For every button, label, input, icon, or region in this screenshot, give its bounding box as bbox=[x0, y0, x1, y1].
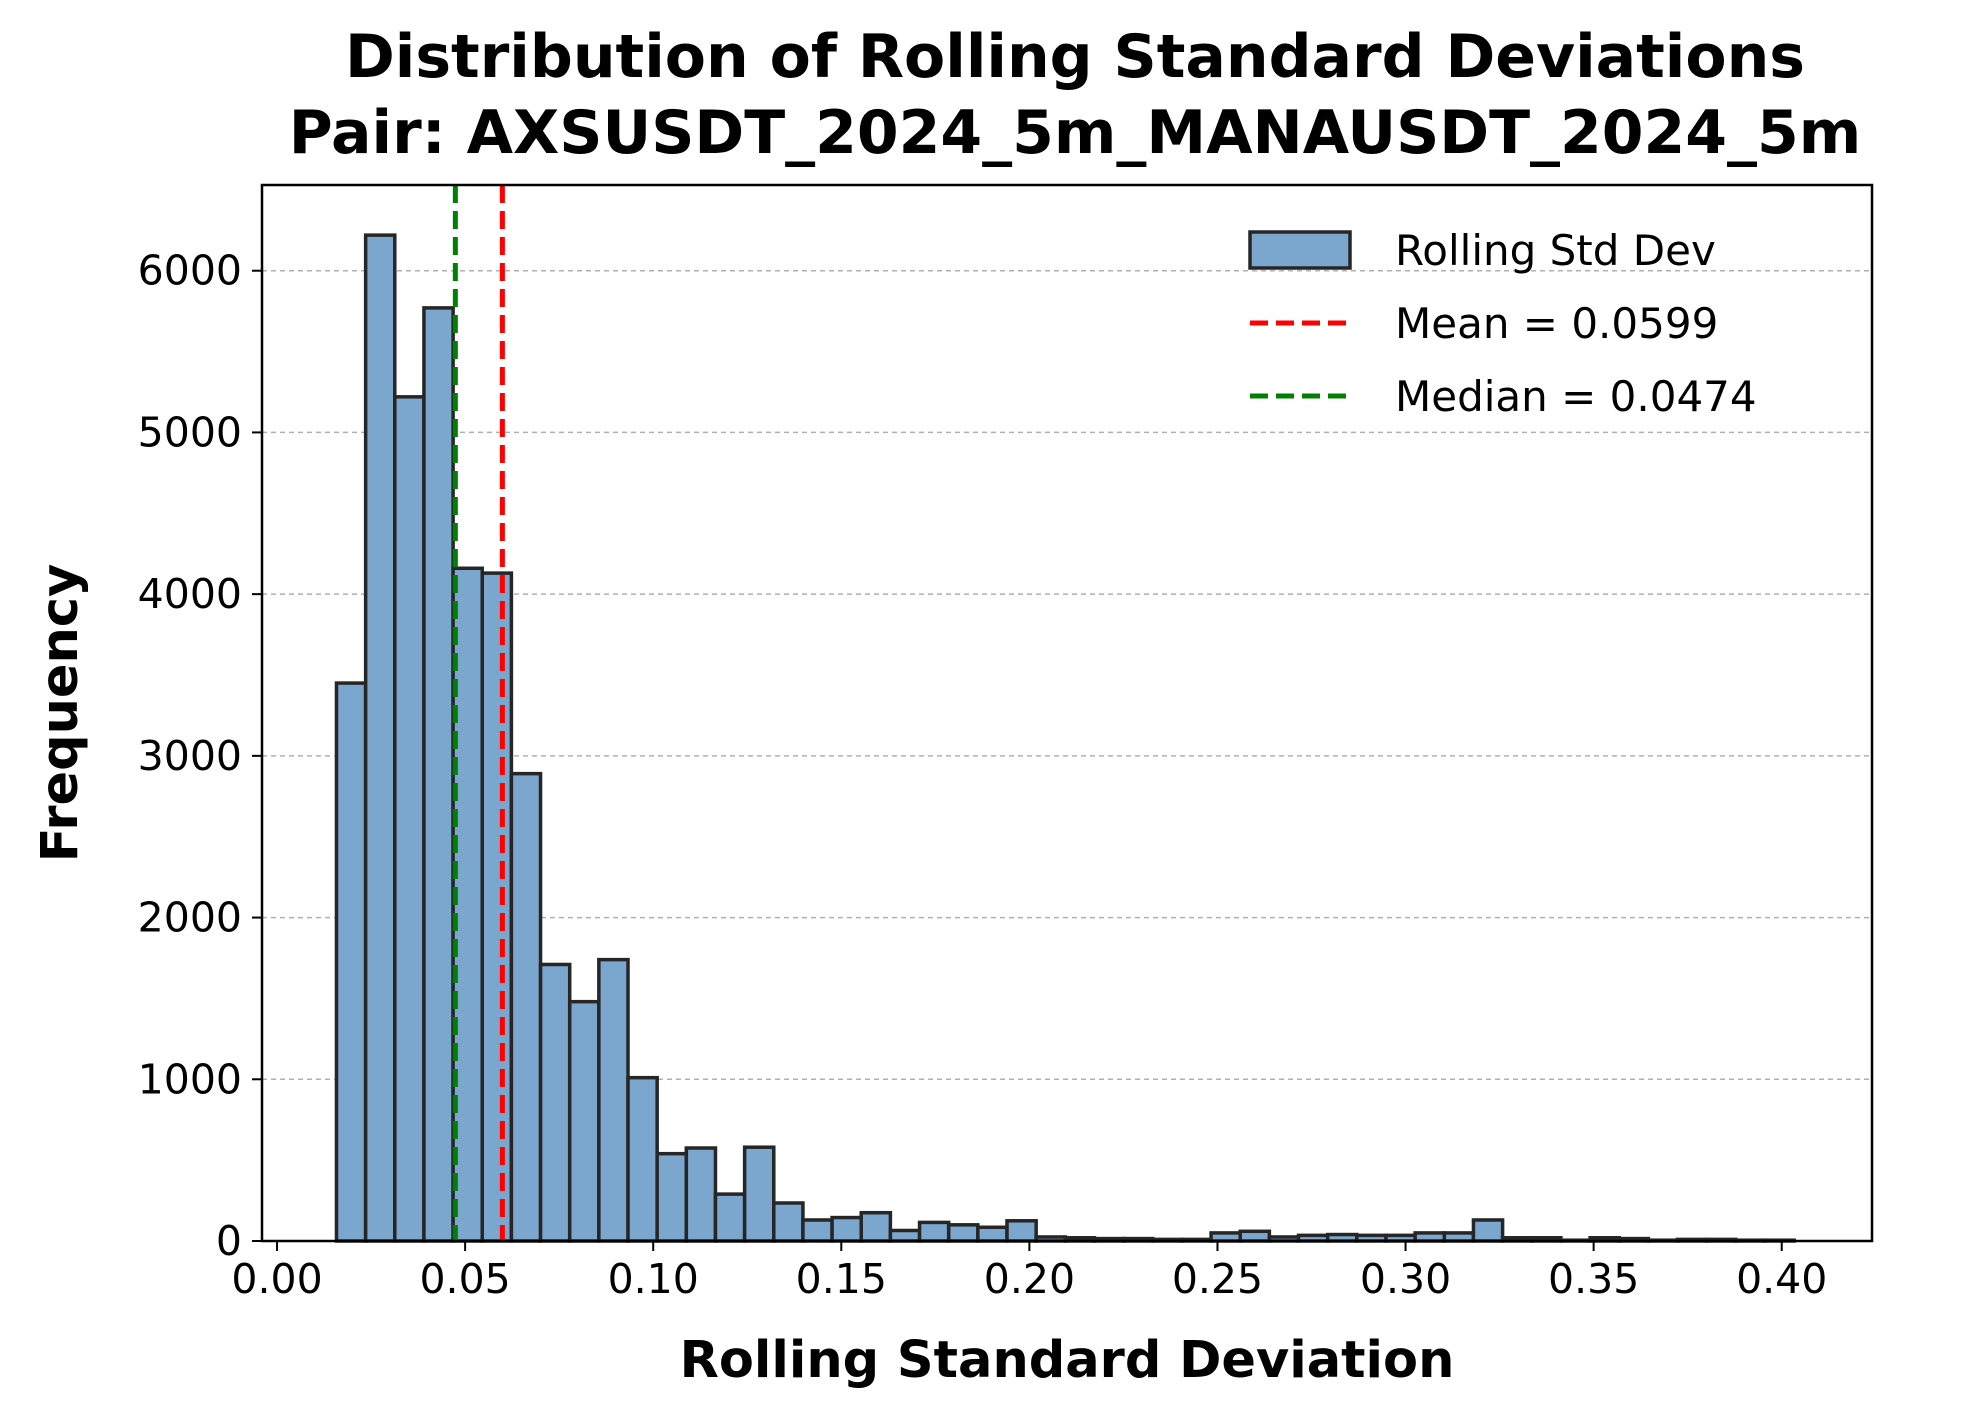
ticks-layer: 0.00 0.05 0.10 0.15 0.20 0.25 0.30 0.35 0.40 0 100… bbox=[138, 247, 1828, 1303]
x-tick-label: 0.30 bbox=[1360, 1255, 1451, 1303]
legend-label-median: Median = 0.0474 bbox=[1395, 372, 1757, 421]
histogram-bar bbox=[1471, 1218, 1505, 1243]
x-tick-label: 0.10 bbox=[608, 1255, 699, 1303]
histogram-bar bbox=[946, 1223, 980, 1243]
histogram-bar bbox=[772, 1201, 805, 1243]
x-tick-label: 0.25 bbox=[1172, 1255, 1263, 1303]
reference-lines-layer bbox=[452, 185, 505, 1241]
histogram-bar bbox=[597, 957, 630, 1243]
legend: Rolling Std Dev Mean = 0.0599 Median = 0.0… bbox=[1248, 226, 1757, 421]
y-axis-label: Frequency bbox=[31, 564, 90, 863]
histogram-bar bbox=[684, 1146, 718, 1243]
y-tick-label: 5000 bbox=[138, 408, 242, 456]
histogram-bar bbox=[334, 681, 368, 1243]
plot-frame bbox=[260, 183, 1874, 1243]
y-tick-label: 0 bbox=[216, 1217, 242, 1265]
y-tick-label: 2000 bbox=[138, 894, 242, 942]
y-tick-label: 4000 bbox=[138, 570, 242, 618]
x-tick-label: 0.40 bbox=[1736, 1255, 1827, 1303]
legend-label-mean: Mean = 0.0599 bbox=[1395, 299, 1718, 348]
histogram-bar bbox=[480, 571, 514, 1243]
x-tick-label: 0.00 bbox=[231, 1255, 322, 1303]
grid-layer bbox=[262, 269, 1872, 1081]
y-tick-label: 6000 bbox=[138, 247, 242, 295]
histogram-bar bbox=[859, 1210, 893, 1243]
histogram-bar bbox=[976, 1225, 1009, 1243]
chart-subtitle: Pair: AXSUSDT_2024_5m_MANAUSDT_2024_5m bbox=[288, 98, 1862, 168]
x-tick-label: 0.20 bbox=[984, 1255, 1075, 1303]
legend-label-histogram: Rolling Std Dev bbox=[1395, 226, 1716, 275]
histogram-bar bbox=[538, 962, 572, 1243]
x-tick-label: 0.35 bbox=[1548, 1255, 1639, 1303]
x-tick-label: 0.15 bbox=[796, 1255, 887, 1303]
y-tick-label: 1000 bbox=[138, 1055, 242, 1103]
histogram-bar bbox=[888, 1228, 922, 1243]
y-tick-label: 3000 bbox=[138, 732, 242, 780]
histogram-bar bbox=[363, 233, 397, 1243]
histogram-bar bbox=[626, 1075, 659, 1243]
histogram-bar bbox=[917, 1220, 951, 1243]
histogram-bar bbox=[422, 306, 455, 1243]
x-tick-label: 0.05 bbox=[419, 1255, 510, 1303]
histogram-bar bbox=[1005, 1219, 1038, 1243]
histogram-bar bbox=[509, 771, 543, 1243]
chart-title: Distribution of Rolling Standard Deviati… bbox=[344, 22, 1806, 92]
histogram-bar bbox=[830, 1215, 863, 1243]
histogram-bar bbox=[655, 1151, 689, 1243]
histogram-bar bbox=[742, 1145, 776, 1243]
x-axis-label: Rolling Standard Deviation bbox=[680, 1331, 1455, 1390]
histogram-bar bbox=[393, 395, 426, 1243]
histogram-bar bbox=[1238, 1229, 1272, 1243]
legend-swatch-histogram bbox=[1248, 230, 1352, 270]
histogram-bar bbox=[567, 999, 601, 1243]
histogram-bar bbox=[801, 1218, 834, 1243]
histogram-bar bbox=[713, 1192, 747, 1243]
